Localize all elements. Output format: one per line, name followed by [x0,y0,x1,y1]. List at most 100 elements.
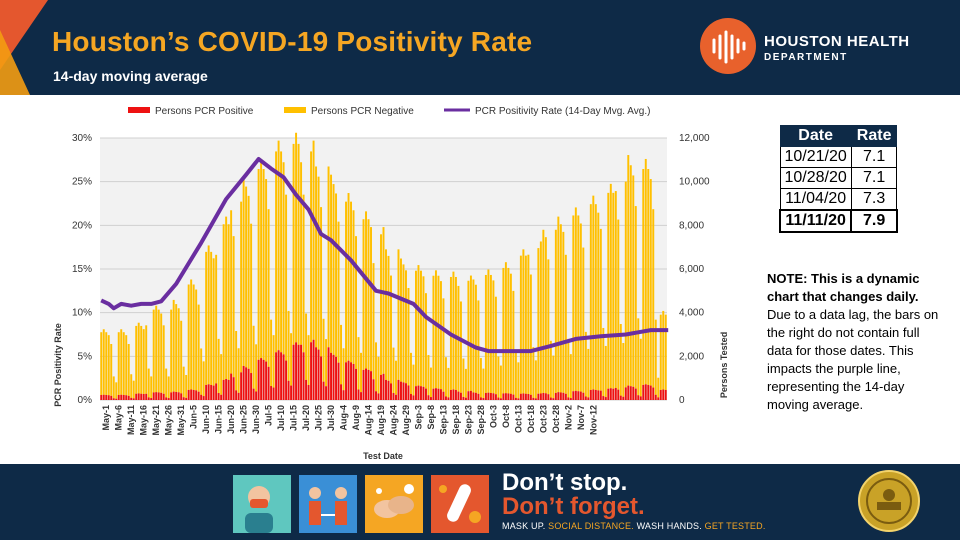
bar-positive [454,389,457,400]
bar-negative [380,234,382,375]
footer-banner: Don’t stop. Don’t forget. MASK UP. SOCIA… [0,464,960,540]
bar-negative [185,374,188,398]
bar-negative [632,175,635,387]
table-row: 11/04/20 7.3 [779,188,898,211]
bar-positive [642,384,645,400]
bar-negative [617,219,620,390]
y-tick-left: 30% [72,133,92,144]
bar-negative [392,347,395,394]
bar-positive [367,369,370,400]
bar-positive [335,356,338,400]
bar-positive [175,391,178,400]
x-tick-label: Jun-15 [214,405,224,434]
bar-negative [245,186,248,368]
bar-negative [262,169,265,360]
bar-positive [614,387,617,400]
bar-positive [522,393,525,400]
bar-positive [619,395,622,400]
bar-negative [594,204,597,390]
bar-positive [579,391,582,400]
bar-positive [110,395,113,400]
y-tick-right: 10,000 [679,177,710,188]
bar-positive [212,385,215,400]
bar-positive [412,395,415,400]
bar-negative [562,231,565,393]
bar-positive [547,394,550,400]
bar-negative [439,281,442,390]
bar-positive [632,386,635,400]
bar-negative [367,219,370,370]
bar-negative [447,367,450,398]
bar-positive [180,393,183,400]
x-tick-label: May-1 [101,405,111,431]
x-tick-label: Jun-10 [201,405,211,434]
bar-positive [202,396,205,400]
bar-positive [380,374,382,400]
bar-negative [310,151,313,343]
bar-negative [352,210,355,364]
bar-positive [162,393,165,400]
bar-positive [554,392,557,400]
bar-positive [564,393,567,400]
y-tick-right: 12,000 [679,133,710,144]
bar-positive [285,360,288,400]
bar-negative [559,224,562,393]
bar-negative [499,365,502,399]
bar-negative [654,319,657,395]
bar-negative [375,342,377,392]
bar-positive [220,394,223,400]
x-tick-label: Jun-20 [226,405,236,434]
dynamic-chart-note: NOTE: This is a dynamic chart that chang… [767,270,942,414]
bar-negative [275,151,278,353]
bar-negative [235,331,238,391]
bar-negative [452,271,455,390]
bar-negative [280,151,283,353]
bar-negative [325,339,328,387]
bar-positive [407,385,410,400]
bar-positive [539,393,542,400]
y-axis-right-title: Persons Tested [719,332,729,398]
bar-negative [395,360,397,395]
bar-positive [270,386,273,400]
bar-positive [315,347,318,400]
bar-positive [347,360,350,400]
y-tick-right: 2,000 [679,351,704,362]
bar-negative [522,249,525,394]
bar-positive [247,368,250,400]
bar-positive [255,391,258,400]
bar-positive [257,359,260,400]
bar-negative [659,314,662,390]
bar-negative [539,241,542,394]
bar-negative [662,310,665,390]
bar-positive [512,394,515,400]
bar-negative [357,337,360,390]
bar-negative [512,290,515,395]
bar-positive [352,363,355,400]
x-tick-label: Nov-12 [588,405,598,435]
bar-positive [514,397,517,400]
bar-negative [347,193,350,361]
table-row: 10/28/20 7.1 [779,167,898,189]
bar-positive [332,354,335,400]
bar-negative [252,325,255,389]
bar-positive [559,392,562,400]
bar-negative [207,245,210,385]
y-tick-right: 8,000 [679,220,704,231]
bar-positive [599,390,602,400]
bar-positive [444,396,447,400]
note-text: Due to a data lag, the bars on the right… [767,307,939,412]
bar-negative [125,335,128,396]
bar-negative [327,166,330,348]
bar-positive [370,371,372,400]
bar-positive [165,397,168,400]
bar-negative [504,262,507,394]
bar-negative [145,325,148,394]
bar-positive [337,362,340,400]
bar-negative [492,280,495,394]
bar-positive [604,397,607,400]
bar-negative [597,212,600,391]
bar-positive [275,352,278,400]
bar-negative [629,165,632,387]
bar-negative [397,249,400,380]
bar-positive [240,372,243,400]
